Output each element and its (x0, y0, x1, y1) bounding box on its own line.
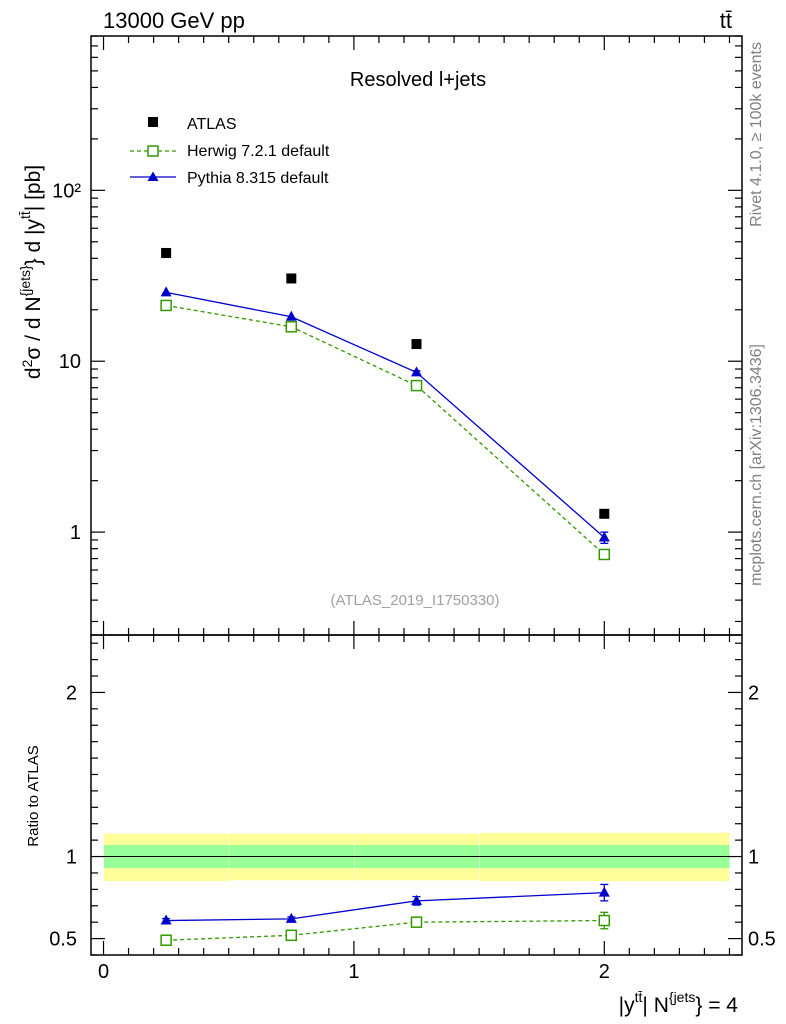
ratio-herwig-point (160, 934, 172, 946)
ratio-y-tick-label: 0.5 (49, 929, 77, 951)
x-tick-label: 1 (348, 961, 359, 983)
main-atlas-point (411, 339, 422, 350)
ratio-pythia-point (160, 914, 172, 925)
ratio-ylabel: Ratio to ATLAS (25, 745, 42, 846)
main-pythia-line (165, 291, 605, 538)
ratio-pythia-line (166, 891, 605, 922)
main-pythia-point (285, 310, 297, 321)
ratio-herwig-line (166, 919, 605, 941)
legend-herwig-label: Herwig 7.2.1 default (187, 143, 330, 160)
main-herwig-point (410, 379, 423, 392)
ratio-y-tick-label-right: 1 (748, 847, 759, 869)
main-pythia-point (411, 366, 422, 377)
main-y-tick-label: 10 (59, 351, 81, 373)
ratio-herwig-point (598, 914, 611, 927)
legend-atlas-label: ATLAS (187, 116, 237, 133)
main-herwig-point (598, 548, 611, 561)
main-herwig-line (166, 304, 605, 555)
legend-atlas-marker (148, 117, 158, 127)
ratio-frame (90, 634, 743, 956)
ratio-plot: 0.5 0.5 1 1 2 2 0 1 2 (49, 634, 776, 983)
main-atlas-point (286, 273, 297, 284)
legend-herwig-marker (147, 145, 159, 157)
ratio-herwig-point (285, 929, 298, 942)
legend-pythia-label: Pythia 8.315 default (187, 170, 329, 187)
main-y-tick-label: 1 (70, 522, 81, 544)
legend: ATLAS Herwig 7.2.1 default Pythia 8.315 … (130, 116, 330, 187)
main-pythia-point (598, 531, 610, 542)
ratio-herwig-point (410, 916, 423, 928)
main-herwig-point (160, 299, 172, 312)
main-y-tick-label: 10² (52, 180, 81, 202)
ratio-pythia-point (598, 886, 610, 897)
header-left: 13000 GeV pp (103, 8, 245, 33)
main-atlas-point (599, 508, 610, 519)
main-herwig-point (285, 321, 298, 333)
main-pythia-point (160, 286, 172, 297)
x-tick-label: 0 (98, 961, 109, 983)
ratio-y-tick-label-right: 2 (748, 682, 759, 704)
rivet-label: Rivet 4.1.0, ≥ 100k events (748, 42, 765, 227)
x-tick-label: 2 (599, 961, 610, 983)
reference-label: (ATLAS_2019_I1750330) (330, 592, 499, 609)
mcplots-label: mcplots.cern.ch [arXiv:1306.3436] (748, 344, 765, 586)
ratio-y-tick-label: 2 (66, 682, 77, 704)
ratio-pythia-point (285, 912, 297, 923)
ratio-y-tick-label: 1 (66, 847, 77, 869)
chart-title: Resolved l+jets (350, 69, 486, 91)
x-axis-label: |ytt̄| N{jets} = 4 (619, 989, 739, 1017)
header-right: tt̄ (720, 8, 732, 33)
ratio-y-tick-label-right: 0.5 (748, 929, 776, 951)
main-plot: 1 10 10² (52, 35, 743, 636)
ratio-pythia-point (411, 894, 422, 905)
svg-text:d2σ / d N{jets}} d |ytt̄| [pb]: d2σ / d N{jets}} d |ytt̄| [pb] (17, 165, 45, 379)
main-atlas-point (161, 247, 172, 258)
svg-text:|ytt̄| N{jets} = 4: |ytt̄| N{jets} = 4 (619, 989, 739, 1017)
main-ylabel: d2σ / d N{jets}} d |ytt̄| [pb] (17, 165, 45, 379)
legend-pythia-marker (147, 171, 159, 181)
